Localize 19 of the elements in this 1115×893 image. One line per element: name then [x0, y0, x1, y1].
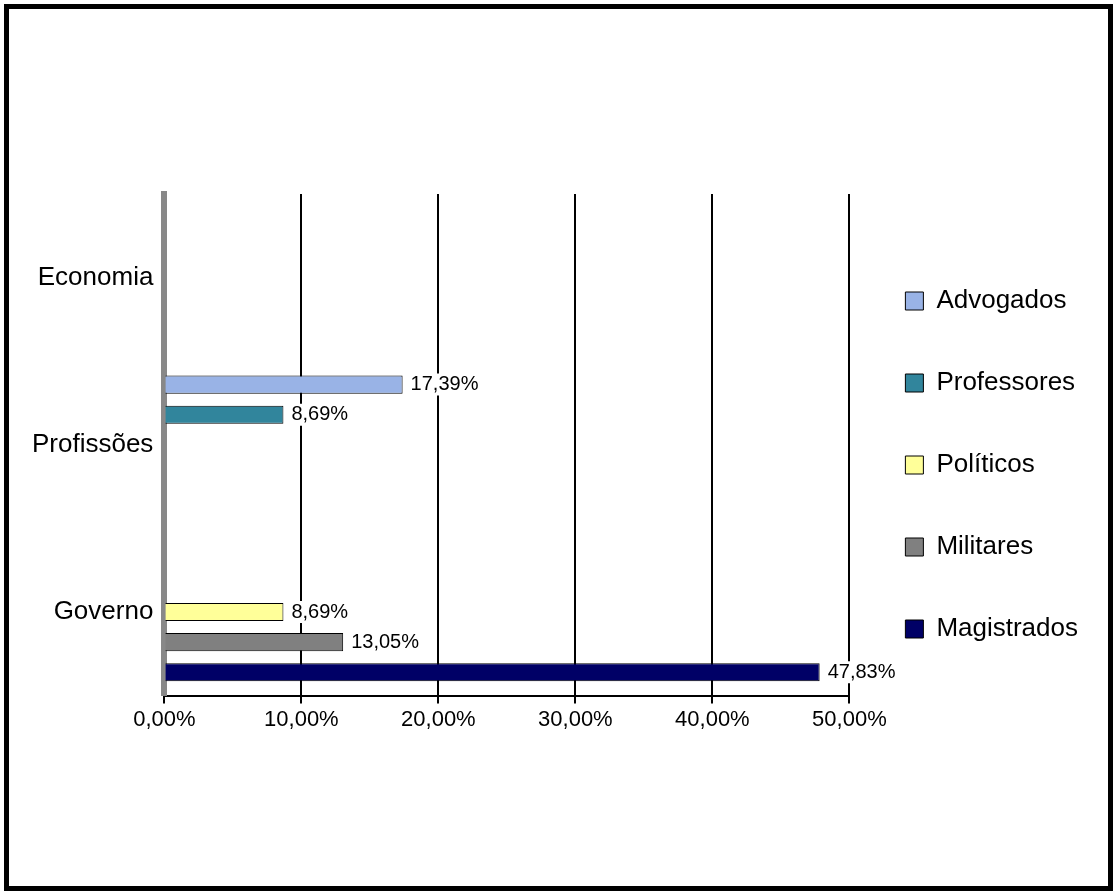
data-label: 8,69% — [291, 402, 349, 425]
data-label: 47,83% — [827, 659, 896, 682]
x-tick-label: 0,00% — [133, 705, 196, 731]
y-tick-label: Economia — [37, 260, 154, 291]
data-label: 17,39% — [410, 372, 479, 395]
legend-label: Advogados — [936, 284, 1067, 315]
x-tick-label: 10,00% — [264, 705, 339, 731]
x-tick-label: 30,00% — [538, 705, 613, 731]
data-label: 13,05% — [351, 629, 420, 652]
legend-label: Magistrados — [936, 612, 1079, 643]
y-tick-label: Profissões — [31, 427, 154, 458]
y-tick-label: Governo — [53, 595, 154, 626]
legend-label: Militares — [936, 530, 1034, 561]
x-tick-label: 20,00% — [401, 705, 476, 731]
legend-label: Políticos — [936, 448, 1035, 479]
x-tick-label: 50,00% — [812, 705, 887, 731]
x-tick-label: 40,00% — [675, 705, 750, 731]
legend-label: Professores — [936, 366, 1076, 397]
data-label: 8,69% — [291, 599, 349, 622]
